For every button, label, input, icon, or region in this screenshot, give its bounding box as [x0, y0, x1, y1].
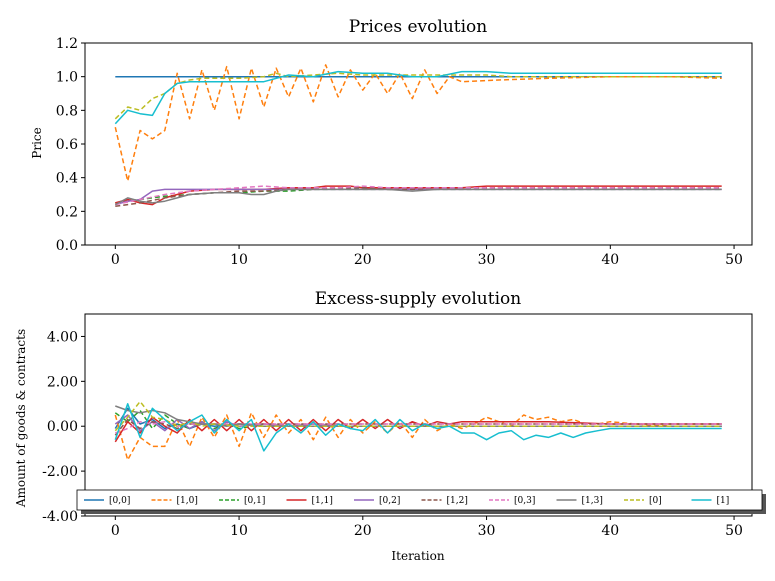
- excess-supply-series-line-[1]: [114, 403, 722, 452]
- legend-label: [1]: [717, 496, 730, 506]
- excess-supply-series-line-[1,0]: [114, 412, 722, 461]
- excess-supply-y-axis-label: Amount of goods & contracts: [14, 329, 28, 508]
- legend-label: [1,1]: [312, 496, 333, 506]
- prices-series-line-[1,3]: [114, 188, 722, 206]
- excess-supply-x-tick-label: 10: [230, 523, 248, 539]
- prices-x-tick-label: 10: [230, 252, 248, 268]
- excess-supply-x-tick-label: 0: [111, 523, 120, 539]
- prices-series-line-[0,3]: [115, 185, 722, 206]
- excess-supply-series-line-[0,3]: [115, 420, 722, 434]
- excess-supply-x-tick-label: 20: [354, 523, 372, 539]
- prices-panel: Prices evolution Price 0 10 20 30 40 50 0.0 0.2…: [30, 17, 753, 268]
- prices-x-tick-label: 20: [354, 252, 372, 268]
- x-axis-label: Iteration: [391, 549, 444, 563]
- legend-label: [0,0]: [109, 496, 130, 506]
- prices-series-line-[0,2]: [115, 188, 722, 206]
- prices-y-tick-label: 0.6: [56, 137, 78, 153]
- excess-supply-panel: Excess-supply evolution Amount of goods …: [14, 289, 766, 563]
- excess-supply-series-group: [114, 400, 722, 461]
- prices-y-tick-label: 0.0: [56, 238, 78, 254]
- prices-series-line-[1,0]: [114, 64, 722, 182]
- legend-label: [0,3]: [514, 496, 535, 506]
- legend-label: [0,2]: [379, 496, 400, 506]
- legend-label: [1,3]: [582, 496, 603, 506]
- prices-axis-ticks: 0 10 20 30 40 50 0.0 0.2 0.4 0.6 0.8 1.0 1.2: [56, 36, 743, 268]
- prices-chart-title: Prices evolution: [349, 17, 488, 37]
- prices-y-tick-label: 0.2: [56, 204, 78, 220]
- excess-supply-chart-title: Excess-supply evolution: [315, 289, 521, 309]
- legend: [0,0] [1,0] [0,1] [1,1] [0,2] [1,2] [0,3] [1,3]…: [76, 489, 766, 514]
- legend-label: [0]: [649, 496, 662, 506]
- prices-series-line-[0]: [114, 72, 722, 120]
- legend-label: [0,1]: [244, 496, 265, 506]
- legend-items: [0,0] [1,0] [0,1] [1,1] [0,2] [1,2] [0,3] [1,3]…: [84, 496, 729, 506]
- excess-supply-y-tick-label: -4.00: [42, 509, 78, 525]
- prices-y-tick-label: 1.0: [56, 70, 78, 86]
- prices-x-tick-label: 0: [111, 252, 120, 268]
- prices-x-tick-label: 50: [725, 252, 743, 268]
- excess-supply-y-tick-label: -2.00: [42, 464, 78, 480]
- excess-supply-axis-ticks: 0 10 20 30 40 50 -4.00 -2.00 0.00 2.00 4.00: [42, 329, 743, 539]
- excess-supply-x-tick-label: 30: [478, 523, 496, 539]
- prices-y-tick-label: 1.2: [56, 36, 78, 52]
- prices-y-tick-label: 0.4: [56, 171, 78, 187]
- prices-x-tick-label: 30: [478, 252, 496, 268]
- prices-x-tick-label: 40: [601, 252, 619, 268]
- excess-supply-y-tick-label: 2.00: [47, 374, 78, 390]
- excess-supply-x-tick-label: 50: [725, 523, 743, 539]
- legend-label: [1,2]: [447, 496, 468, 506]
- excess-supply-x-tick-label: 40: [601, 523, 619, 539]
- legend-label: [1,0]: [177, 496, 198, 506]
- excess-supply-y-tick-label: 0.00: [47, 419, 78, 435]
- excess-supply-axes-frame: [84, 313, 753, 517]
- prices-series-group: [114, 64, 722, 208]
- prices-axes-frame: [84, 42, 753, 246]
- prices-y-axis-label: Price: [30, 127, 44, 158]
- prices-series-line-[1]: [114, 70, 722, 125]
- prices-y-tick-label: 0.8: [56, 103, 78, 119]
- excess-supply-y-tick-label: 4.00: [47, 329, 78, 345]
- legend-box: [76, 489, 763, 511]
